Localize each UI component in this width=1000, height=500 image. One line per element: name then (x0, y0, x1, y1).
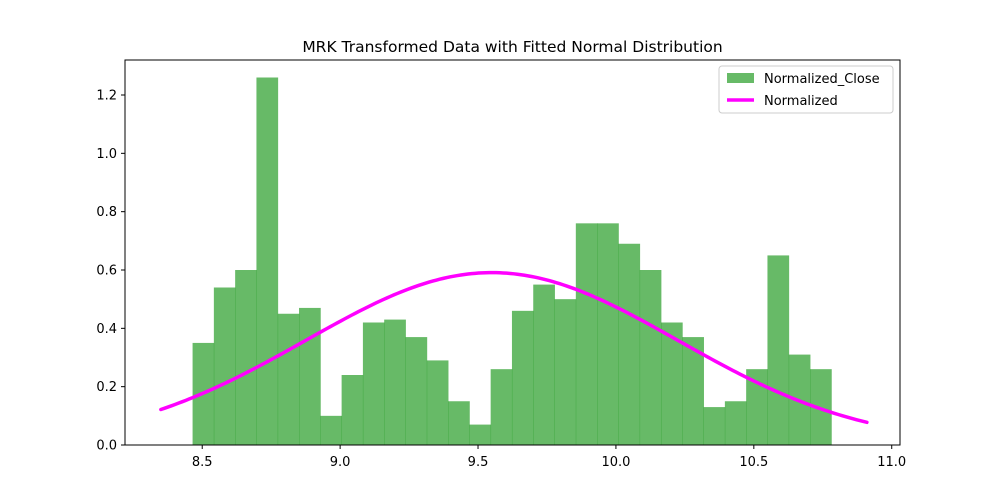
histogram-bar (299, 307, 321, 445)
histogram-bar (660, 322, 683, 445)
histogram-bar (405, 337, 428, 445)
histogram-bar (618, 243, 641, 445)
y-tick-label: 0.2 (96, 380, 117, 395)
y-tick-label: 1.0 (96, 147, 117, 162)
histogram-bar (682, 337, 704, 445)
y-tick-label: 0.6 (96, 264, 117, 279)
series-line-normalized (159, 270, 869, 425)
legend-label-normalized-close: Normalized_Close (764, 72, 880, 87)
x-tick-label: 10.5 (739, 455, 768, 470)
y-tick-label: 0.4 (96, 322, 117, 337)
legend-swatch-normalized-close (727, 73, 754, 83)
histogram-bar (469, 424, 492, 445)
histogram-bar (490, 369, 513, 445)
histogram-bar (533, 284, 555, 445)
legend: Normalized_Close Normalized (718, 65, 894, 114)
histogram-bar (362, 322, 385, 445)
x-tick-label: 10.0 (601, 455, 630, 470)
histogram-bar (511, 310, 534, 445)
legend-box (718, 65, 894, 114)
histogram-bar (554, 299, 577, 445)
histogram-bar (213, 287, 236, 445)
x-tick-label: 8.5 (192, 455, 213, 470)
histogram-bar (426, 360, 449, 445)
histogram-bar (703, 407, 726, 445)
histogram-bar (448, 401, 470, 445)
histogram-bar (384, 319, 406, 445)
histogram-bar (320, 415, 343, 445)
histogram-bar (724, 401, 747, 445)
histogram-bar (235, 270, 257, 445)
histogram-bar (746, 369, 768, 445)
legend-label-normalized: Normalized (764, 94, 838, 109)
histogram-bar (767, 255, 790, 445)
histogram-bar (256, 77, 279, 445)
y-tick-label: 1.2 (96, 89, 117, 104)
y-axis: 0.0 0.2 0.4 0.6 0.8 1.0 1.2 (96, 89, 125, 454)
chart-title: MRK Transformed Data with Fitted Normal … (302, 38, 722, 56)
x-tick-label: 11.0 (877, 455, 906, 470)
histogram-bar (597, 223, 619, 445)
axes-frame (124, 59, 901, 446)
histogram-bar (639, 270, 662, 445)
x-tick-label: 9.0 (330, 455, 351, 470)
histogram-bar (575, 223, 598, 445)
histogram-bar (277, 313, 300, 445)
histogram-bars (192, 77, 832, 445)
x-tick-label: 9.5 (468, 455, 489, 470)
y-tick-label: 0.0 (96, 439, 117, 454)
y-tick-label: 0.8 (96, 205, 117, 220)
histogram-bar (341, 375, 364, 445)
x-axis: 8.5 9.0 9.5 10.0 10.5 11.0 (192, 445, 906, 470)
